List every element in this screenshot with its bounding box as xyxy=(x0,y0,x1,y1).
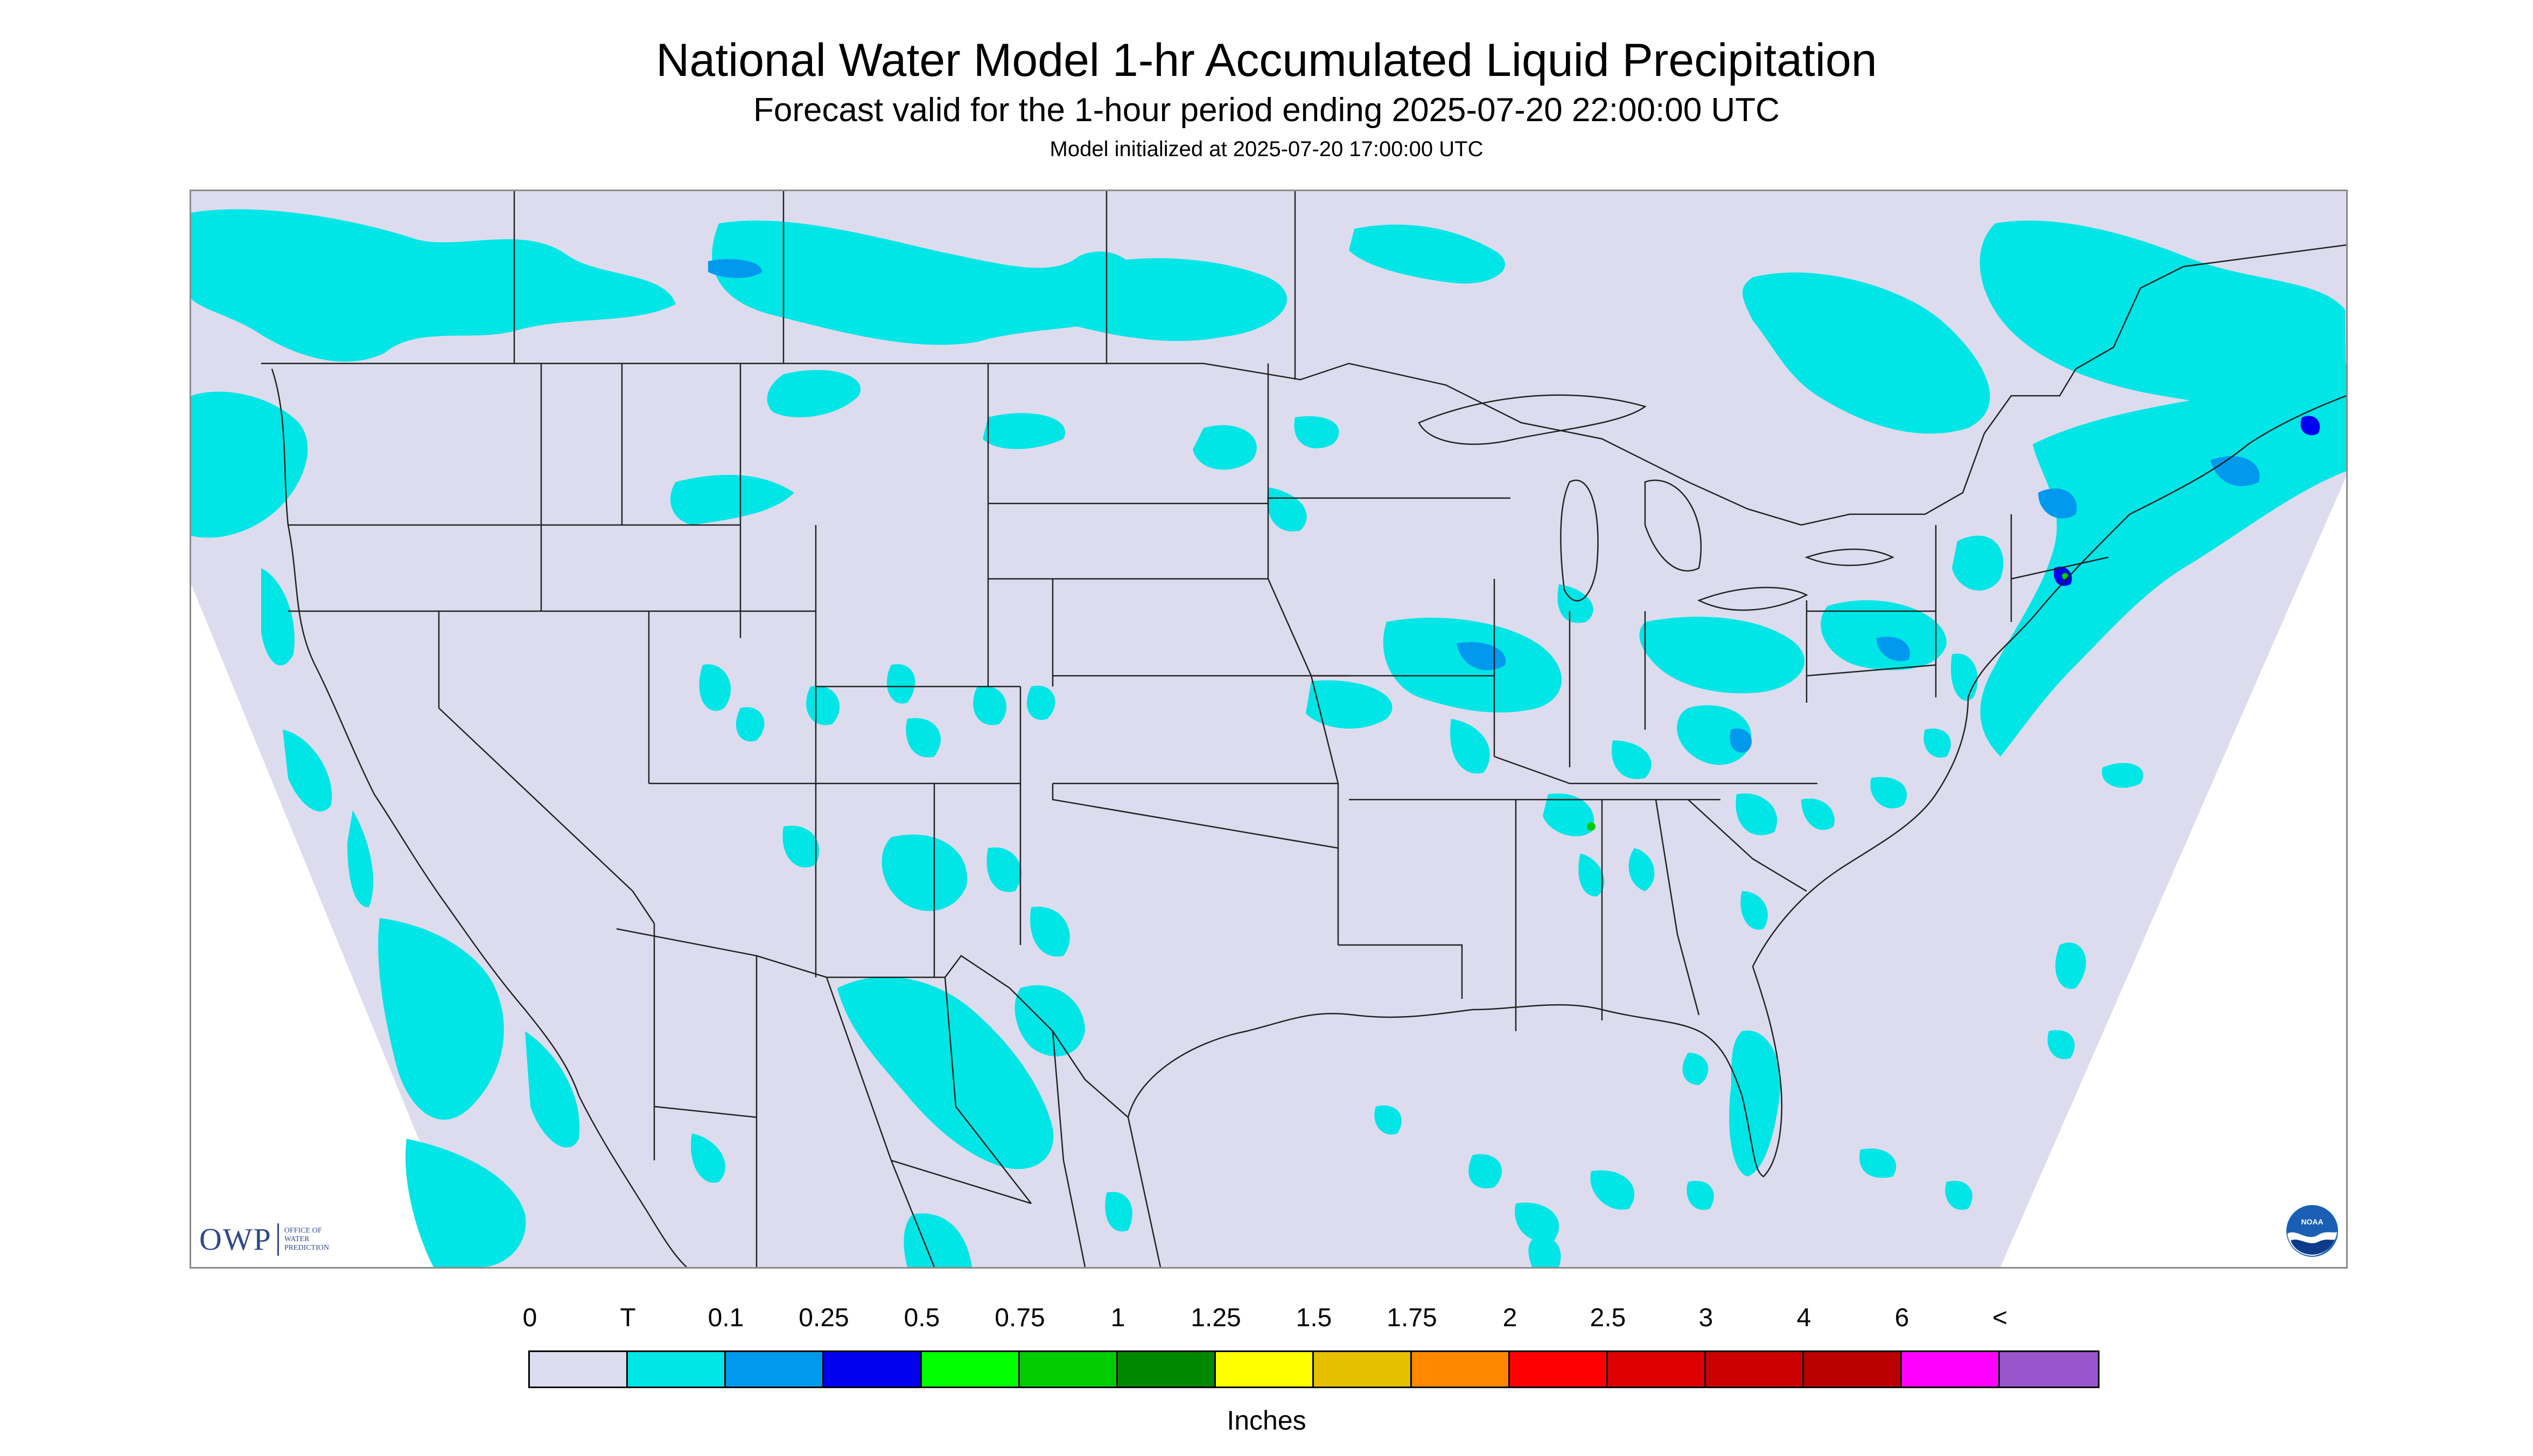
lake-superior xyxy=(1418,394,1647,445)
legend-label: 4 xyxy=(1796,1304,1811,1332)
owp-sub-line-1: OFFICE OF xyxy=(284,1226,322,1235)
legend-label: 1.5 xyxy=(1296,1304,1332,1332)
legend-label: 0 xyxy=(522,1304,537,1332)
legend-units: Inches xyxy=(1227,1405,1306,1436)
legend-swatch xyxy=(628,1352,726,1387)
map-title: National Water Model 1-hr Accumulated Li… xyxy=(656,34,1877,86)
lake-michigan xyxy=(1560,479,1599,601)
legend-labels: 0 T 0.1 0.25 0.5 0.75 1 1.25 1.5 1.75 2 2.5 3 4 6 < xyxy=(0,1303,2533,1335)
lake-huron xyxy=(1644,479,1702,572)
precip-green-spots xyxy=(1587,573,2068,831)
legend-swatch xyxy=(530,1352,628,1387)
owp-logo-subtext: OFFICE OF WATER PREDICTION xyxy=(284,1227,329,1252)
legend-label: 0.25 xyxy=(799,1304,849,1332)
west-coastline xyxy=(271,368,580,1096)
boundary-lines xyxy=(261,191,2346,1267)
lake-erie xyxy=(1697,586,1808,611)
owp-sub-line-3: PREDICTION xyxy=(284,1243,330,1252)
legend-swatch xyxy=(1608,1352,1706,1387)
legend-label: 2.5 xyxy=(1590,1304,1626,1332)
legend-swatch xyxy=(726,1352,824,1387)
legend-label: 0.75 xyxy=(995,1304,1045,1332)
legend-swatch xyxy=(1412,1352,1510,1387)
legend-label: 0.1 xyxy=(708,1304,744,1332)
legend-label: 1.75 xyxy=(1387,1304,1437,1332)
mexico-us-border xyxy=(616,928,1129,1118)
precip-trace-areas xyxy=(191,209,2346,1267)
legend-label: 2 xyxy=(1502,1304,1517,1332)
legend-colorbar xyxy=(528,1350,2100,1388)
legend-label: 1.25 xyxy=(1191,1304,1241,1332)
gulf-coastline xyxy=(1127,395,2346,1178)
lake-ontario xyxy=(1804,548,1895,566)
legend-swatch xyxy=(1216,1352,1314,1387)
noaa-logo: NOAA xyxy=(2286,1205,2338,1257)
legend-swatch xyxy=(1902,1352,2000,1387)
precipitation-map xyxy=(190,190,2348,1269)
owp-logo-text: OWP xyxy=(199,1222,272,1257)
legend-swatch xyxy=(2000,1352,2098,1387)
owp-logo-divider xyxy=(277,1223,279,1256)
legend-swatch xyxy=(1706,1352,1804,1387)
legend-swatch xyxy=(1804,1352,1902,1387)
legend-label: 1 xyxy=(1110,1304,1125,1332)
owp-sub-line-2: WATER xyxy=(284,1235,310,1243)
owp-logo: OWP OFFICE OF WATER PREDICTION xyxy=(199,1221,329,1257)
model-init-time: Model initialized at 2025-07-20 17:00:00… xyxy=(1049,137,1484,161)
legend-label: T xyxy=(620,1304,636,1332)
legend-label: 6 xyxy=(1894,1304,1909,1332)
canada-us-border xyxy=(261,244,2346,526)
map-subtitle: Forecast valid for the 1-hour period end… xyxy=(753,92,1780,129)
legend-label: 0.5 xyxy=(904,1304,940,1332)
map-domain xyxy=(191,191,2346,1267)
legend-swatch xyxy=(922,1352,1020,1387)
legend-swatch xyxy=(1118,1352,1216,1387)
legend-swatch xyxy=(824,1352,922,1387)
legend-swatch xyxy=(1314,1352,1412,1387)
legend-swatch xyxy=(1510,1352,1608,1387)
legend-label: < xyxy=(1992,1304,2008,1332)
noaa-logo-text: NOAA xyxy=(2301,1217,2323,1226)
legend-swatch xyxy=(1020,1352,1118,1387)
legend-label: 3 xyxy=(1698,1304,1713,1332)
